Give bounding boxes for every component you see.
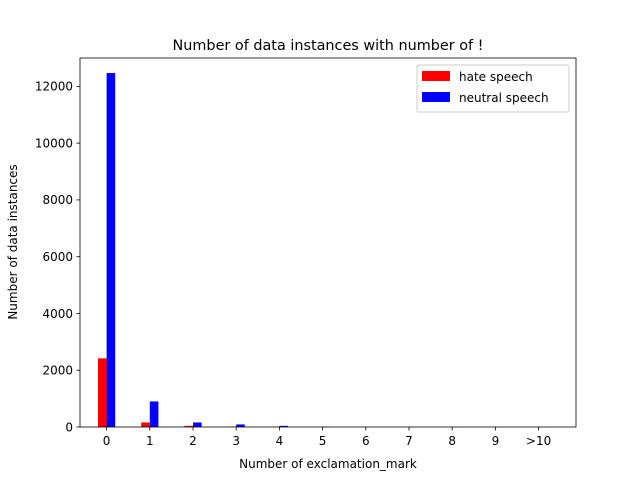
x-tick-label: 9 <box>492 434 500 448</box>
x-tick-label: 5 <box>319 434 327 448</box>
chart-title: Number of data instances with number of … <box>173 38 484 54</box>
x-tick-label: 1 <box>146 434 154 448</box>
x-tick-label: 2 <box>189 434 197 448</box>
legend-label-neutral-speech: neutral speech <box>459 91 549 105</box>
y-tick-label: 4000 <box>42 307 73 321</box>
x-tick-label: 8 <box>448 434 456 448</box>
bar-neutral-speech-0 <box>107 73 116 427</box>
x-tick-label: 7 <box>405 434 413 448</box>
legend-swatch-hate-speech <box>422 71 450 81</box>
bar-neutral-speech-1 <box>150 401 159 427</box>
bar-hate-speech-1 <box>141 422 150 427</box>
legend: hate speech neutral speech <box>417 65 569 112</box>
legend-label-hate-speech: hate speech <box>459 70 533 84</box>
x-tick-label: 3 <box>232 434 240 448</box>
x-axis-label: Number of exclamation_mark <box>239 457 417 471</box>
x-tick-label: 4 <box>276 434 284 448</box>
y-axis-label: Number of data instances <box>6 164 20 319</box>
legend-swatch-neutral-speech <box>422 92 450 102</box>
y-tick-label: 0 <box>65 420 73 434</box>
y-tick-label: 2000 <box>42 364 73 378</box>
x-tick-label: >10 <box>526 434 551 448</box>
y-tick-label: 10000 <box>35 136 73 150</box>
y-tick-label: 8000 <box>42 193 73 207</box>
y-tick-label: 6000 <box>42 250 73 264</box>
x-tick-label: 6 <box>362 434 370 448</box>
bar-neutral-speech-2 <box>193 422 202 427</box>
x-tick-label: 0 <box>103 434 111 448</box>
y-tick-label: 12000 <box>35 80 73 94</box>
bar-hate-speech-0 <box>98 358 107 427</box>
